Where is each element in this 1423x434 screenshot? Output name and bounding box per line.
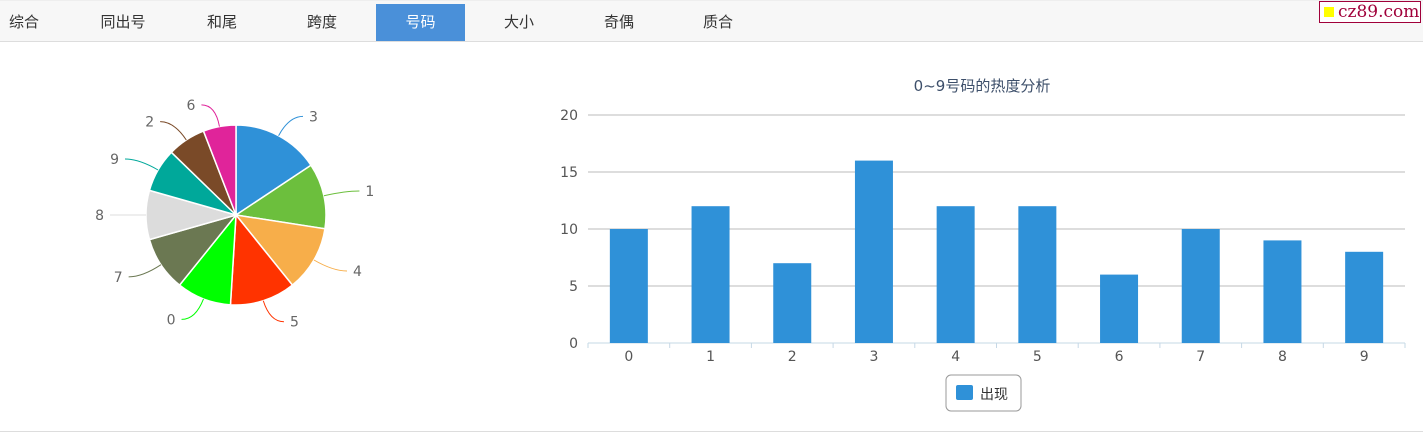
pie-label: 5 (290, 315, 299, 331)
x-tick-label: 1 (706, 349, 715, 365)
bar-7[interactable] (1181, 229, 1220, 343)
pie-slice-4[interactable] (234, 213, 326, 287)
tab-numbers[interactable]: 号码 (376, 4, 465, 41)
x-tick-label: 3 (869, 349, 878, 365)
pie-label: 0 (167, 312, 176, 328)
logo-text: cz89.com (1338, 2, 1420, 22)
bar-0[interactable] (609, 229, 648, 343)
bar-8[interactable] (1263, 240, 1302, 343)
pie-label-line (323, 190, 360, 197)
x-tick-label: 8 (1278, 349, 1287, 365)
bar-chart-title: 0~9号码的热度分析 (914, 77, 1051, 95)
bar-6[interactable] (1100, 274, 1139, 343)
tab-size[interactable]: 大小 (503, 13, 534, 31)
x-tick-label: 4 (951, 349, 960, 365)
tab-bar: 综合 同出号 和尾 跨度 号码 大小 奇偶 质合 (0, 0, 1423, 42)
tab-summary[interactable]: 综合 (8, 13, 39, 31)
x-tick-label: 9 (1360, 349, 1369, 365)
legend-label: 出现 (980, 387, 1008, 403)
pie-label-line (128, 264, 162, 278)
x-tick-label: 7 (1196, 349, 1205, 365)
tab-span[interactable]: 跨度 (306, 13, 337, 31)
pie-label: 7 (114, 270, 123, 286)
y-tick-label: 20 (560, 108, 578, 124)
bar-9[interactable] (1345, 251, 1384, 343)
y-tick-label: 15 (560, 165, 578, 181)
bar-chart: 0 5 10 15 20 0 1 2 3 4 5 6 7 8 9 (560, 108, 1406, 365)
x-tick-label: 6 (1115, 349, 1124, 365)
pie-label: 9 (110, 152, 119, 168)
legend-swatch (956, 385, 973, 400)
tab-sum-tail[interactable]: 和尾 (206, 13, 237, 31)
legend[interactable]: 出现 (945, 374, 1022, 412)
x-tick-label: 2 (788, 349, 797, 365)
divider (0, 431, 1423, 432)
pie-label: 1 (365, 184, 374, 200)
bar-5[interactable] (1018, 206, 1057, 343)
pie-label-line (160, 121, 187, 141)
pie-label: 4 (353, 264, 362, 280)
pie-label: 8 (95, 208, 104, 224)
site-logo[interactable]: cz89.com (1319, 1, 1421, 23)
pie-label-line (278, 115, 304, 136)
y-tick-label: 5 (569, 279, 578, 295)
bar-3[interactable] (854, 160, 893, 343)
pie-label-line (201, 104, 220, 127)
pie-label: 2 (145, 115, 154, 131)
tab-odd-even[interactable]: 奇偶 (603, 13, 634, 31)
pie-label: 6 (186, 98, 195, 114)
pie-label-line (125, 158, 159, 171)
bar-2[interactable] (773, 263, 812, 343)
pie-slice-1[interactable] (233, 164, 327, 230)
pie-label-line (262, 300, 284, 323)
y-tick-label: 10 (560, 222, 578, 238)
y-tick-label: 0 (569, 336, 578, 352)
pie-slice-3[interactable] (235, 124, 313, 217)
tab-same-numbers[interactable]: 同出号 (100, 13, 146, 31)
x-tick-label: 5 (1033, 349, 1042, 365)
tab-prime-composite[interactable]: 质合 (702, 13, 733, 31)
logo-square-icon (1324, 7, 1334, 17)
bar-4[interactable] (936, 206, 975, 343)
pie-slice-6[interactable] (202, 124, 237, 216)
pie-label-line (181, 298, 204, 320)
pie-label: 3 (309, 109, 318, 125)
bar-1[interactable] (691, 206, 730, 343)
pie-chart: 3 1 4 5 0 7 8 9 2 6 (95, 98, 374, 331)
pie-label-line (313, 259, 347, 272)
pie-slice-5[interactable] (229, 213, 294, 306)
x-tick-label: 0 (624, 349, 633, 365)
